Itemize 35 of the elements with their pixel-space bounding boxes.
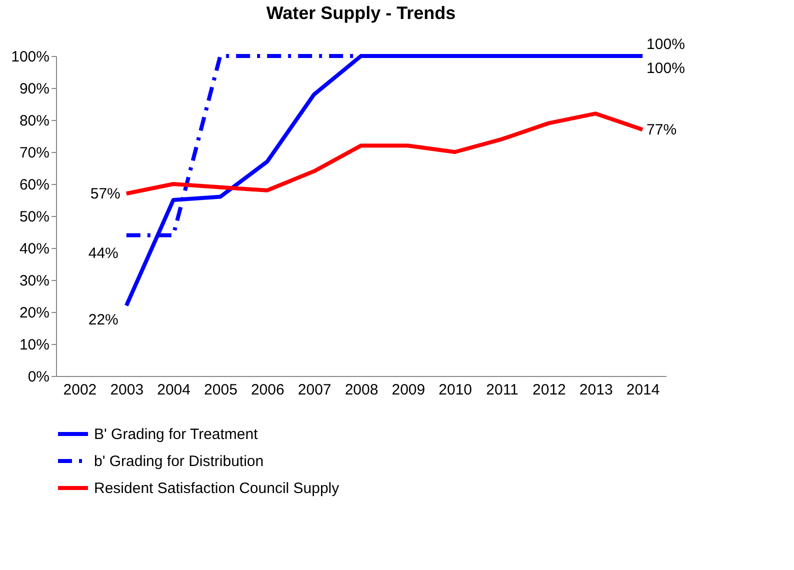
y-tick-label: 70% [19,144,50,162]
y-tick-label: 50% [19,208,50,226]
data-label: 22% [88,312,118,329]
x-tick-label: 2006 [250,382,284,398]
x-tick-label: 2002 [63,382,97,398]
line-series [124,112,645,196]
x-tick-label: 2013 [579,382,613,398]
y-tick-label: 30% [19,272,50,290]
y-tick-label: 90% [19,80,50,98]
x-tick-label: 2014 [626,382,660,398]
data-label: 100% [646,36,685,53]
x-tick-label: 2007 [298,382,332,398]
data-label: 77% [646,122,677,139]
x-tick-label: 2004 [157,382,190,398]
y-tick-label: 80% [19,112,50,130]
legend-label: B' Grading for Treatment [94,426,259,443]
data-label: 57% [90,186,120,203]
x-tick-label: 2012 [532,382,566,398]
y-tick-label: 40% [19,240,50,258]
legend-label: b' Grading for Distribution [94,453,264,470]
x-tick-label: 2003 [110,382,144,398]
chart-title: Water Supply - Trends [266,3,456,23]
x-tick-label: 2011 [486,382,518,398]
y-tick-label: 10% [19,336,50,354]
legend-label: Resident Satisfaction Council Supply [94,480,340,497]
x-tick-label: 2010 [438,382,472,398]
y-tick-label: 100% [11,48,50,66]
data-label: 44% [88,245,118,262]
y-tick-label: 20% [19,304,50,322]
x-tick-label: 2005 [204,382,238,398]
data-label: 100% [646,60,685,77]
y-tick-label: 60% [19,176,50,194]
y-tick-label: 0% [28,368,50,386]
x-tick-label: 2008 [344,382,378,398]
x-tick-label: 2009 [392,382,426,398]
